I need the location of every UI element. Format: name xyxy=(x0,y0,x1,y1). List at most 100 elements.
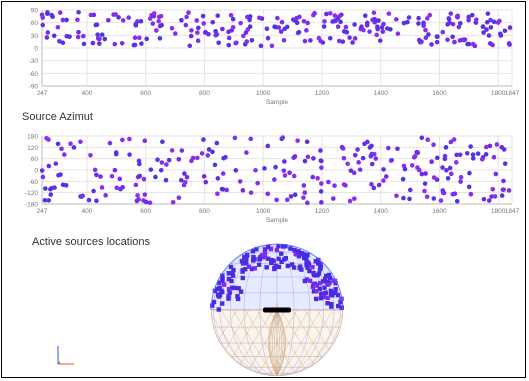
data-point xyxy=(498,33,504,38)
data-point xyxy=(195,38,201,44)
data-point xyxy=(315,175,320,181)
data-point xyxy=(184,14,189,20)
source-point xyxy=(310,264,315,270)
data-point xyxy=(455,15,461,20)
data-point xyxy=(440,29,446,35)
data-point xyxy=(435,34,440,39)
data-point xyxy=(76,9,81,15)
data-point xyxy=(475,151,481,156)
data-point xyxy=(423,35,429,41)
x-tick-label: 1800 xyxy=(491,208,506,215)
data-point xyxy=(195,30,200,35)
data-point xyxy=(425,137,431,143)
data-point xyxy=(237,179,243,184)
data-point xyxy=(240,188,246,193)
source-point xyxy=(333,290,338,296)
data-point xyxy=(159,160,165,165)
data-point xyxy=(357,167,363,172)
data-point xyxy=(450,34,455,40)
data-point xyxy=(426,32,431,37)
data-point xyxy=(460,37,465,43)
data-point xyxy=(131,42,137,48)
source-point xyxy=(329,304,334,309)
data-point xyxy=(431,142,436,148)
y-tick-label: -120 xyxy=(25,190,38,197)
data-point xyxy=(138,18,144,24)
source-point xyxy=(219,289,225,295)
data-point xyxy=(295,138,300,143)
source-point xyxy=(232,285,237,291)
data-point xyxy=(424,194,430,200)
mesh-line xyxy=(304,309,346,377)
source-point xyxy=(333,287,338,292)
source-point xyxy=(262,250,268,256)
source-point xyxy=(327,276,333,281)
data-point xyxy=(499,144,505,150)
data-point xyxy=(148,167,154,172)
data-point xyxy=(188,33,194,39)
data-point xyxy=(457,152,463,158)
source-point xyxy=(250,249,256,254)
data-point xyxy=(94,172,99,178)
source-point xyxy=(265,244,271,250)
data-point xyxy=(431,196,437,201)
y-tick-label: 90 xyxy=(31,8,39,15)
x-tick-label: 600 xyxy=(140,90,151,97)
data-point xyxy=(93,22,99,28)
source-point xyxy=(323,273,329,279)
data-point xyxy=(264,26,270,32)
data-point xyxy=(297,14,302,20)
source-point xyxy=(313,296,319,302)
source-point xyxy=(268,246,274,252)
data-point xyxy=(371,151,377,157)
data-point xyxy=(244,150,249,155)
data-point xyxy=(406,15,412,20)
source-point xyxy=(235,294,240,299)
data-point xyxy=(452,191,458,197)
data-point xyxy=(265,191,271,197)
source-point xyxy=(220,301,225,306)
x-tick-label: 1600 xyxy=(432,90,447,97)
data-point xyxy=(452,39,457,45)
x-tick-label: 600 xyxy=(140,208,151,215)
data-point xyxy=(224,187,229,193)
source-point xyxy=(252,266,257,271)
source-point xyxy=(226,276,232,282)
axes-gizmo[interactable] xyxy=(50,342,82,372)
data-point xyxy=(301,183,307,188)
source-point xyxy=(302,278,308,284)
x-tick-label: 1847 xyxy=(505,208,520,215)
source-point xyxy=(222,282,227,287)
data-point xyxy=(116,15,121,20)
source-point xyxy=(338,299,343,304)
data-point xyxy=(466,17,471,23)
data-point xyxy=(440,190,446,196)
data-point xyxy=(454,198,460,204)
data-point xyxy=(179,17,184,23)
data-point xyxy=(265,35,271,41)
data-point xyxy=(64,17,69,23)
data-point xyxy=(454,152,459,158)
source-point xyxy=(244,261,249,266)
sphere-outline xyxy=(210,309,344,377)
data-point xyxy=(194,18,200,23)
data-point xyxy=(136,197,141,202)
source-point xyxy=(289,262,295,267)
data-point xyxy=(205,153,211,158)
data-point xyxy=(273,164,278,170)
source-point xyxy=(276,243,281,249)
data-point xyxy=(158,13,164,19)
data-point xyxy=(179,177,184,183)
data-point xyxy=(120,137,125,143)
data-point xyxy=(355,147,360,152)
data-point xyxy=(195,155,200,161)
data-point xyxy=(281,37,287,43)
data-point xyxy=(232,135,238,141)
data-point xyxy=(166,157,172,163)
data-point xyxy=(103,193,108,198)
data-point xyxy=(467,170,472,176)
source-point xyxy=(339,305,344,310)
data-point xyxy=(44,35,50,40)
data-point xyxy=(385,26,390,31)
data-point xyxy=(359,24,364,30)
